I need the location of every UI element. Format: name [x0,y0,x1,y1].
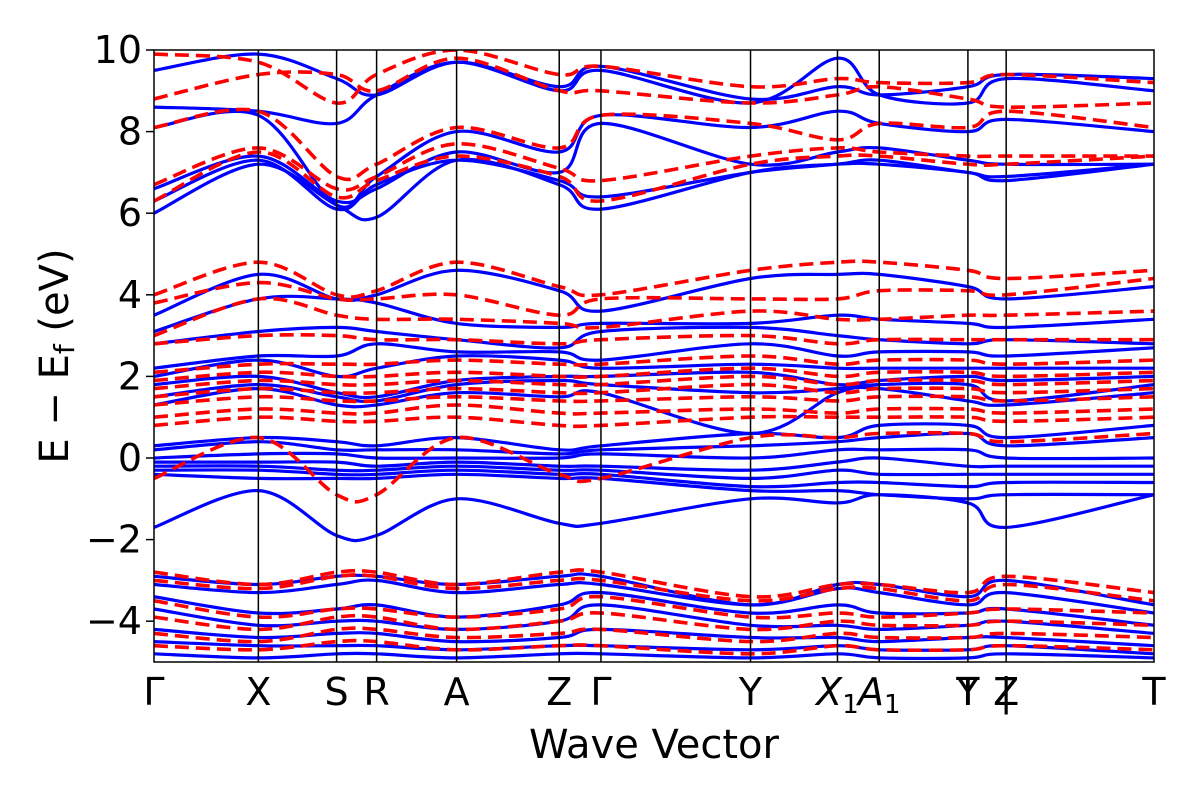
x-tick-label-8: X1 [814,670,859,720]
y-tick-label-5: 6 [118,191,142,235]
y-tick-label-6: 8 [118,110,142,154]
band-dashed-9 [154,354,1154,375]
y-axis-label-unit: (eV) [32,248,78,344]
band-dashed-14 [154,403,1154,419]
y-axis-label: E − Ef (eV) [32,248,81,463]
x-axis-label: Wave Vector [529,722,780,768]
x-tick-label-13: Z [993,670,1019,714]
y-tick-label-3: 2 [118,354,142,398]
band-dashed-10 [154,366,1154,383]
band-dashed-17 [154,568,1154,599]
y-tick-label-1: −2 [86,518,142,562]
x-tick-label-12: | [1000,670,1013,715]
band-dashed-22 [154,638,1154,656]
x-axis: Γ X S R A Z Γ Y X1 A1 TY |Z T [143,670,1166,720]
x-tick-label-0: Γ [143,670,164,714]
y-tick-label-4: 4 [118,273,142,317]
band-dashed-20 [154,611,1154,632]
y-tick-label-2: 0 [118,436,142,480]
x-tick-label-4: A [444,670,470,714]
y-axis-label-main: E − E [32,354,78,464]
band-dashed-11 [154,374,1154,391]
band-dashed-21 [154,626,1154,644]
y-tick-label-7: 10 [94,28,142,72]
y-tick-label-0: −4 [86,599,142,643]
y-axis: −4 −2 0 2 4 6 8 10 [86,28,154,643]
band-dashed-13 [154,394,1154,407]
x-tick-label-9: A1 [855,670,901,720]
x-tick-label-10: T [955,670,980,714]
x-tick-label-3: R [363,670,389,714]
x-tick-label-11: Y [955,670,980,714]
band-dashed-18 [154,573,1154,603]
band-dashed-8 [154,332,1154,346]
x-tick-label-7: Y [738,670,763,714]
x-tick-label-14: T [1141,670,1166,714]
band-dashed-15 [154,414,1154,429]
plot-frame [153,49,1155,663]
band-dashed-1 [154,56,1154,109]
x-tick-label-5: Z [546,670,572,714]
x-tick-label-1: X [245,670,271,714]
kpoint-lines [257,50,1007,662]
band-dashed-12 [154,382,1154,399]
band-dashed-4 [154,150,1154,203]
x-tick-label-2: S [325,670,349,714]
x-tick-label-6: Γ [590,670,611,714]
band-dashed-6 [154,276,1154,318]
y-axis-label-sub: f [48,343,81,354]
band-dashed-19 [154,594,1154,620]
